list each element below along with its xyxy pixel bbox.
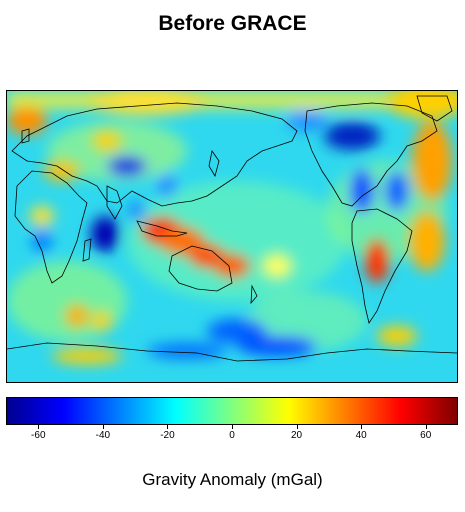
colorbar-tick — [425, 425, 427, 429]
map-svg — [7, 91, 457, 382]
colorbar-tick-label: 40 — [355, 430, 367, 441]
colorbar-tick-label: 60 — [420, 430, 432, 441]
gravity-anomaly-map — [6, 90, 458, 383]
coastline-africa — [14, 170, 88, 284]
coastline-indonesia — [136, 220, 188, 237]
coastline-australia — [168, 245, 233, 292]
colorbar-tick — [232, 425, 233, 429]
coastline-south-america — [351, 208, 413, 324]
colorbar-label: Gravity Anomaly (mGal) — [142, 470, 323, 489]
coastline-antarctica — [7, 342, 457, 362]
coastline-japan — [208, 150, 220, 178]
coastline-uk — [21, 128, 30, 144]
colorbar-tick — [102, 425, 104, 429]
colorbar-tick-label: -40 — [95, 430, 111, 441]
coastlines — [7, 95, 457, 362]
colorbar — [6, 397, 458, 425]
colorbar-tick — [296, 425, 298, 429]
coastline-new-zealand — [250, 284, 258, 305]
coastline-greenland — [416, 95, 453, 122]
coastline-north-america — [304, 102, 438, 207]
coastline-madagascar — [82, 238, 92, 262]
colorbar-tick — [167, 425, 169, 429]
colorbar-tick — [361, 425, 363, 429]
colorbar-tick-label: -20 — [160, 430, 175, 441]
coastline-india — [106, 185, 123, 220]
coastline-eurasia — [11, 102, 298, 207]
colorbar-tick-label: 0 — [229, 430, 235, 441]
colorbar-tick-label: -60 — [31, 430, 46, 441]
colorbar-tick — [38, 425, 40, 429]
anomaly-field — [7, 91, 457, 364]
map-title: Before GRACE — [158, 12, 307, 35]
colorbar-tick-label: 20 — [291, 430, 303, 441]
